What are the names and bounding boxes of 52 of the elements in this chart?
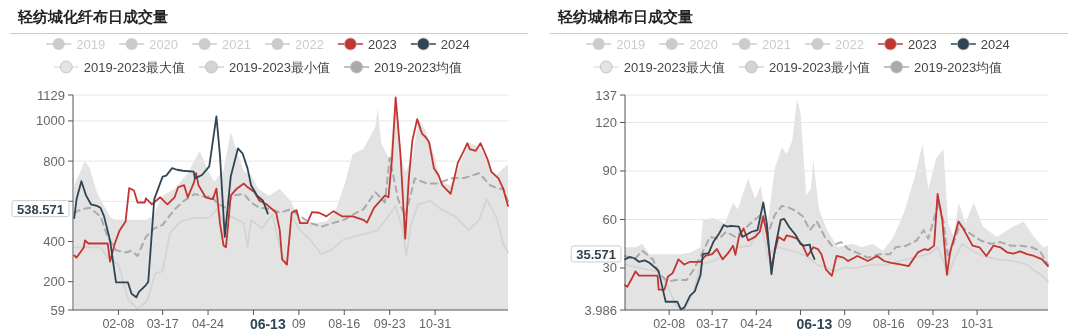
- chart-title: 轻纺城化纤布日成交量: [17, 8, 168, 25]
- y-tick-label: 3.986: [584, 302, 617, 318]
- legend-item: 2019-2023最小值: [738, 60, 871, 75]
- legend-label: 2019-2023均值: [914, 60, 1003, 75]
- x-tick-label: 08-16: [872, 317, 905, 331]
- y-tick-label: 1129: [37, 87, 65, 103]
- x-tick-label: 09: [837, 317, 852, 331]
- legend-label: 2019-2023最大值: [623, 60, 725, 75]
- legend-label: 2019-2023最小值: [228, 60, 331, 75]
- text: 35.571: [576, 246, 616, 262]
- legend-label: 2023: [367, 37, 397, 52]
- legend-item: 2019-2023最小值: [198, 60, 331, 75]
- y-tick-label: 1000: [36, 113, 65, 129]
- legend-label: 2019-2023最大值: [83, 60, 185, 75]
- y-tick-label: 59: [50, 302, 65, 318]
- legend-item: 2023: [877, 37, 937, 52]
- legend-label: 2019-2023最小值: [768, 60, 871, 75]
- legend-item: 2019-2023均值: [343, 60, 463, 75]
- y-tick-label: 120: [595, 114, 617, 130]
- x-tick-label: 03-17: [146, 317, 179, 331]
- text: 06-13: [796, 316, 833, 332]
- x-tick-label: 02-08: [653, 317, 686, 331]
- legend-label: 2019-2023均值: [374, 60, 463, 75]
- legend-item: 2023: [337, 37, 397, 52]
- legend-item: 2019-2023最大值: [53, 60, 185, 75]
- x-tick-label: 10-31: [961, 317, 994, 331]
- legend-item: 2019-2023均值: [883, 60, 1003, 75]
- legend-label: 2023: [907, 37, 937, 52]
- x-tick-label: 10-31: [419, 317, 452, 331]
- text: 06-13: [249, 316, 286, 332]
- x-tick-label: 08-16: [328, 317, 361, 331]
- y-tick-label: 60: [602, 211, 617, 227]
- legend-item: 2024: [410, 37, 470, 52]
- x-tick-label: 04-24: [740, 317, 773, 331]
- x-tick-label: 09: [291, 317, 306, 331]
- x-tick-label: 04-24: [192, 317, 225, 331]
- x-tick-label: 09-23: [916, 317, 949, 331]
- y-tick-label: 400: [43, 233, 65, 249]
- y-tick-label: 137: [595, 87, 617, 103]
- legend-label: 2024: [440, 37, 470, 52]
- legend-label: 2024: [980, 37, 1010, 52]
- legend-item: 2024: [950, 37, 1010, 52]
- legend-item: 2019-2023最大值: [593, 60, 725, 75]
- text: 538.571: [17, 201, 64, 217]
- x-tick-label: 09-23: [373, 317, 406, 331]
- x-tick-label: 02-08: [102, 317, 135, 331]
- y-tick-label: 200: [43, 274, 65, 290]
- y-tick-label: 90: [602, 163, 617, 179]
- chart-title: 轻纺城棉布日成交量: [557, 8, 693, 25]
- y-tick-label: 30: [602, 260, 617, 276]
- y-tick-label: 800: [43, 153, 65, 169]
- x-tick-label: 03-17: [696, 317, 729, 331]
